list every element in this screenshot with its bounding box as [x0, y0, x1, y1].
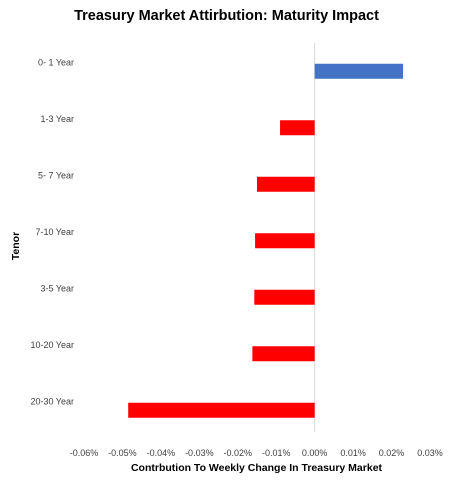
y-tick-label: 10-20 Year — [30, 340, 74, 350]
x-tick-label: -0.01% — [262, 448, 291, 458]
y-tick-label: 1-3 Year — [40, 114, 74, 124]
chart-title: Treasury Market Attirbution: Maturity Im… — [74, 8, 379, 24]
y-tick-label: 5- 7 Year — [38, 170, 74, 180]
x-tick-label: 0.00% — [302, 448, 328, 458]
x-tick-label: 0.01% — [340, 448, 366, 458]
bar-4 — [255, 233, 315, 249]
bar-6 — [252, 346, 315, 362]
bar-2 — [280, 120, 315, 136]
x-axis-title: Contrbution To Weekly Change In Treasury… — [130, 462, 383, 474]
x-tick-label: -0.04% — [147, 448, 176, 458]
x-tick-label: -0.03% — [185, 448, 214, 458]
y-tick-label: 0- 1 Year — [38, 57, 74, 67]
x-tick-label: -0.06% — [70, 448, 99, 458]
x-tick-label: -0.02% — [224, 448, 253, 458]
x-tick-label: 0.03% — [417, 448, 443, 458]
y-tick-label: 3-5 Year — [40, 283, 74, 293]
x-tick-label: 0.02% — [379, 448, 405, 458]
x-tick-label: -0.05% — [108, 448, 137, 458]
y-tick-label: 7-10 Year — [35, 227, 74, 237]
bar-3 — [257, 176, 315, 192]
bar-5 — [254, 289, 315, 305]
y-tick-label: 20-30 Year — [30, 396, 74, 406]
bar-1 — [314, 63, 404, 79]
bar-7 — [128, 402, 315, 418]
